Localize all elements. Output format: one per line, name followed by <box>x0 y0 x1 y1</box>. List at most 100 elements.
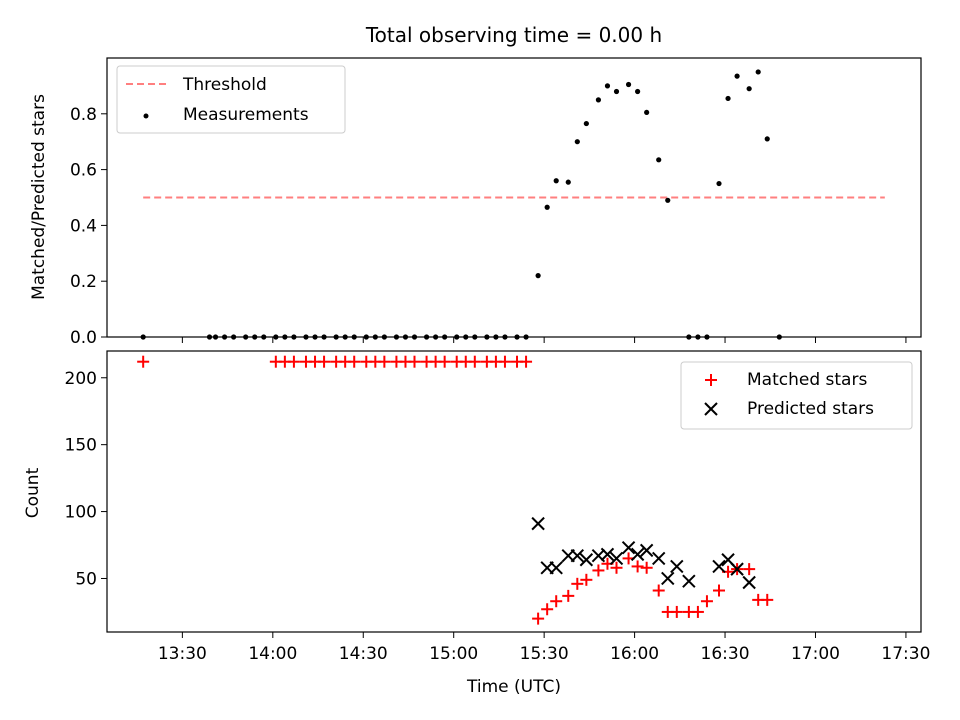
legend-matched-swatch <box>705 374 717 386</box>
matched-point <box>761 593 774 606</box>
x-tick-label: 14:30 <box>339 644 388 664</box>
predicted-point <box>661 571 675 586</box>
measurement-point <box>755 69 761 75</box>
measurement-point <box>604 83 611 89</box>
matched-point <box>318 355 331 368</box>
legend-threshold-label: Threshold <box>182 75 267 95</box>
measurement-point <box>656 157 662 163</box>
legend-measurements-label: Measurements <box>183 105 309 125</box>
predicted-point <box>609 551 624 566</box>
y-tick-label: 0.6 <box>70 161 97 181</box>
y-tick-label: 0.4 <box>70 216 97 236</box>
bottom-xlabel: Time (UTC) <box>466 677 561 697</box>
matched-point <box>700 595 713 608</box>
measurement-point <box>583 120 589 127</box>
x-tick-label: 13:30 <box>158 644 207 664</box>
x-tick-label: 14:00 <box>248 644 297 664</box>
matched-point <box>532 612 545 625</box>
matched-point <box>610 561 623 574</box>
measurement-point <box>665 197 671 203</box>
matched-point <box>137 355 150 368</box>
top-legend: Threshold Measurements <box>116 65 346 134</box>
y-tick-label: 200 <box>65 369 97 389</box>
bottom-panel: 50 100 150 200 13:30 14:00 14:30 15:00 15:30 16:0… <box>23 350 931 697</box>
matched-point <box>640 561 653 574</box>
x-tick-label: 16:00 <box>610 644 659 664</box>
top-axes: 0.0 0.2 0.4 0.6 0.8 <box>70 105 907 348</box>
top-legend-box <box>116 65 346 134</box>
measurement-point <box>595 97 602 103</box>
measurement-point <box>734 73 740 79</box>
predicted-point <box>579 553 594 567</box>
top-panel: 0.00.20.40.60.8 Matched/Predicted stars … <box>29 57 922 348</box>
predicted-point <box>570 549 585 563</box>
matched-point <box>348 355 361 368</box>
measurement-point <box>725 95 731 102</box>
predicted-point <box>549 561 563 575</box>
measurement-point <box>746 86 752 92</box>
x-tick-label: 15:30 <box>520 644 569 664</box>
top-ylabel: Matched/Predicted stars <box>29 94 49 300</box>
predicted-point <box>730 562 744 576</box>
measurement-point <box>553 178 559 184</box>
matched-point <box>550 595 563 608</box>
y-tick-label: 0.2 <box>70 272 97 292</box>
measurement-point <box>625 81 632 88</box>
measurement-point <box>644 109 650 116</box>
legend-measurements-swatch <box>143 113 149 119</box>
x-tick-label: 15:00 <box>429 644 478 664</box>
predicted-point <box>621 540 636 555</box>
bottom-marks <box>137 355 774 625</box>
matched-point <box>498 355 511 368</box>
y-tick-label: 0.0 <box>70 328 97 348</box>
predicted-point <box>742 575 756 590</box>
predicted-point <box>652 551 666 566</box>
figure-title: Total observing time = 0.00 h <box>365 23 662 47</box>
x-tick-label: 17:30 <box>881 644 930 664</box>
measurement-point <box>764 136 770 142</box>
measurement-point <box>574 139 580 145</box>
measurement-point <box>635 88 641 95</box>
matched-point <box>468 355 481 368</box>
y-tick-label: 150 <box>65 436 97 456</box>
matched-point <box>438 355 451 368</box>
legend-predicted-swatch <box>704 402 718 416</box>
matched-point <box>408 355 421 368</box>
matched-point <box>691 605 704 618</box>
legend-matched-label: Matched stars <box>747 370 867 390</box>
predicted-point <box>682 574 696 588</box>
measurement-point <box>544 204 550 210</box>
matched-point <box>631 560 644 573</box>
matched-point <box>562 589 575 602</box>
predicted-point <box>600 547 615 562</box>
bottom-legend: Matched stars Predicted stars <box>680 361 913 430</box>
matched-point <box>541 603 554 616</box>
bottom-ylabel: Count <box>23 467 43 518</box>
measurement-point <box>565 179 571 185</box>
predicted-point <box>712 559 726 574</box>
matched-point <box>580 573 593 586</box>
measurement-point <box>716 180 722 187</box>
legend-predicted-label: Predicted stars <box>747 399 874 419</box>
top-marks <box>140 69 885 340</box>
bottom-axes: 50 100 150 200 13:30 14:00 14:30 15:00 15:30 16:0… <box>65 369 931 664</box>
y-tick-label: 0.8 <box>70 105 97 125</box>
top-axes-frame <box>106 57 922 338</box>
predicted-point <box>531 516 545 531</box>
matched-point <box>713 584 726 597</box>
matched-point <box>592 564 605 577</box>
predicted-point <box>639 543 654 558</box>
measurement-point <box>535 273 541 279</box>
matched-point <box>571 577 584 590</box>
matched-point <box>287 355 300 368</box>
bottom-legend-box <box>680 361 913 430</box>
matched-point <box>520 355 533 368</box>
predicted-point <box>630 547 645 562</box>
matched-point <box>652 584 665 597</box>
matched-point <box>743 563 756 576</box>
x-tick-label: 17:00 <box>791 644 840 664</box>
matched-point <box>378 355 391 368</box>
y-tick-label: 100 <box>65 503 97 523</box>
matched-point <box>670 605 683 618</box>
